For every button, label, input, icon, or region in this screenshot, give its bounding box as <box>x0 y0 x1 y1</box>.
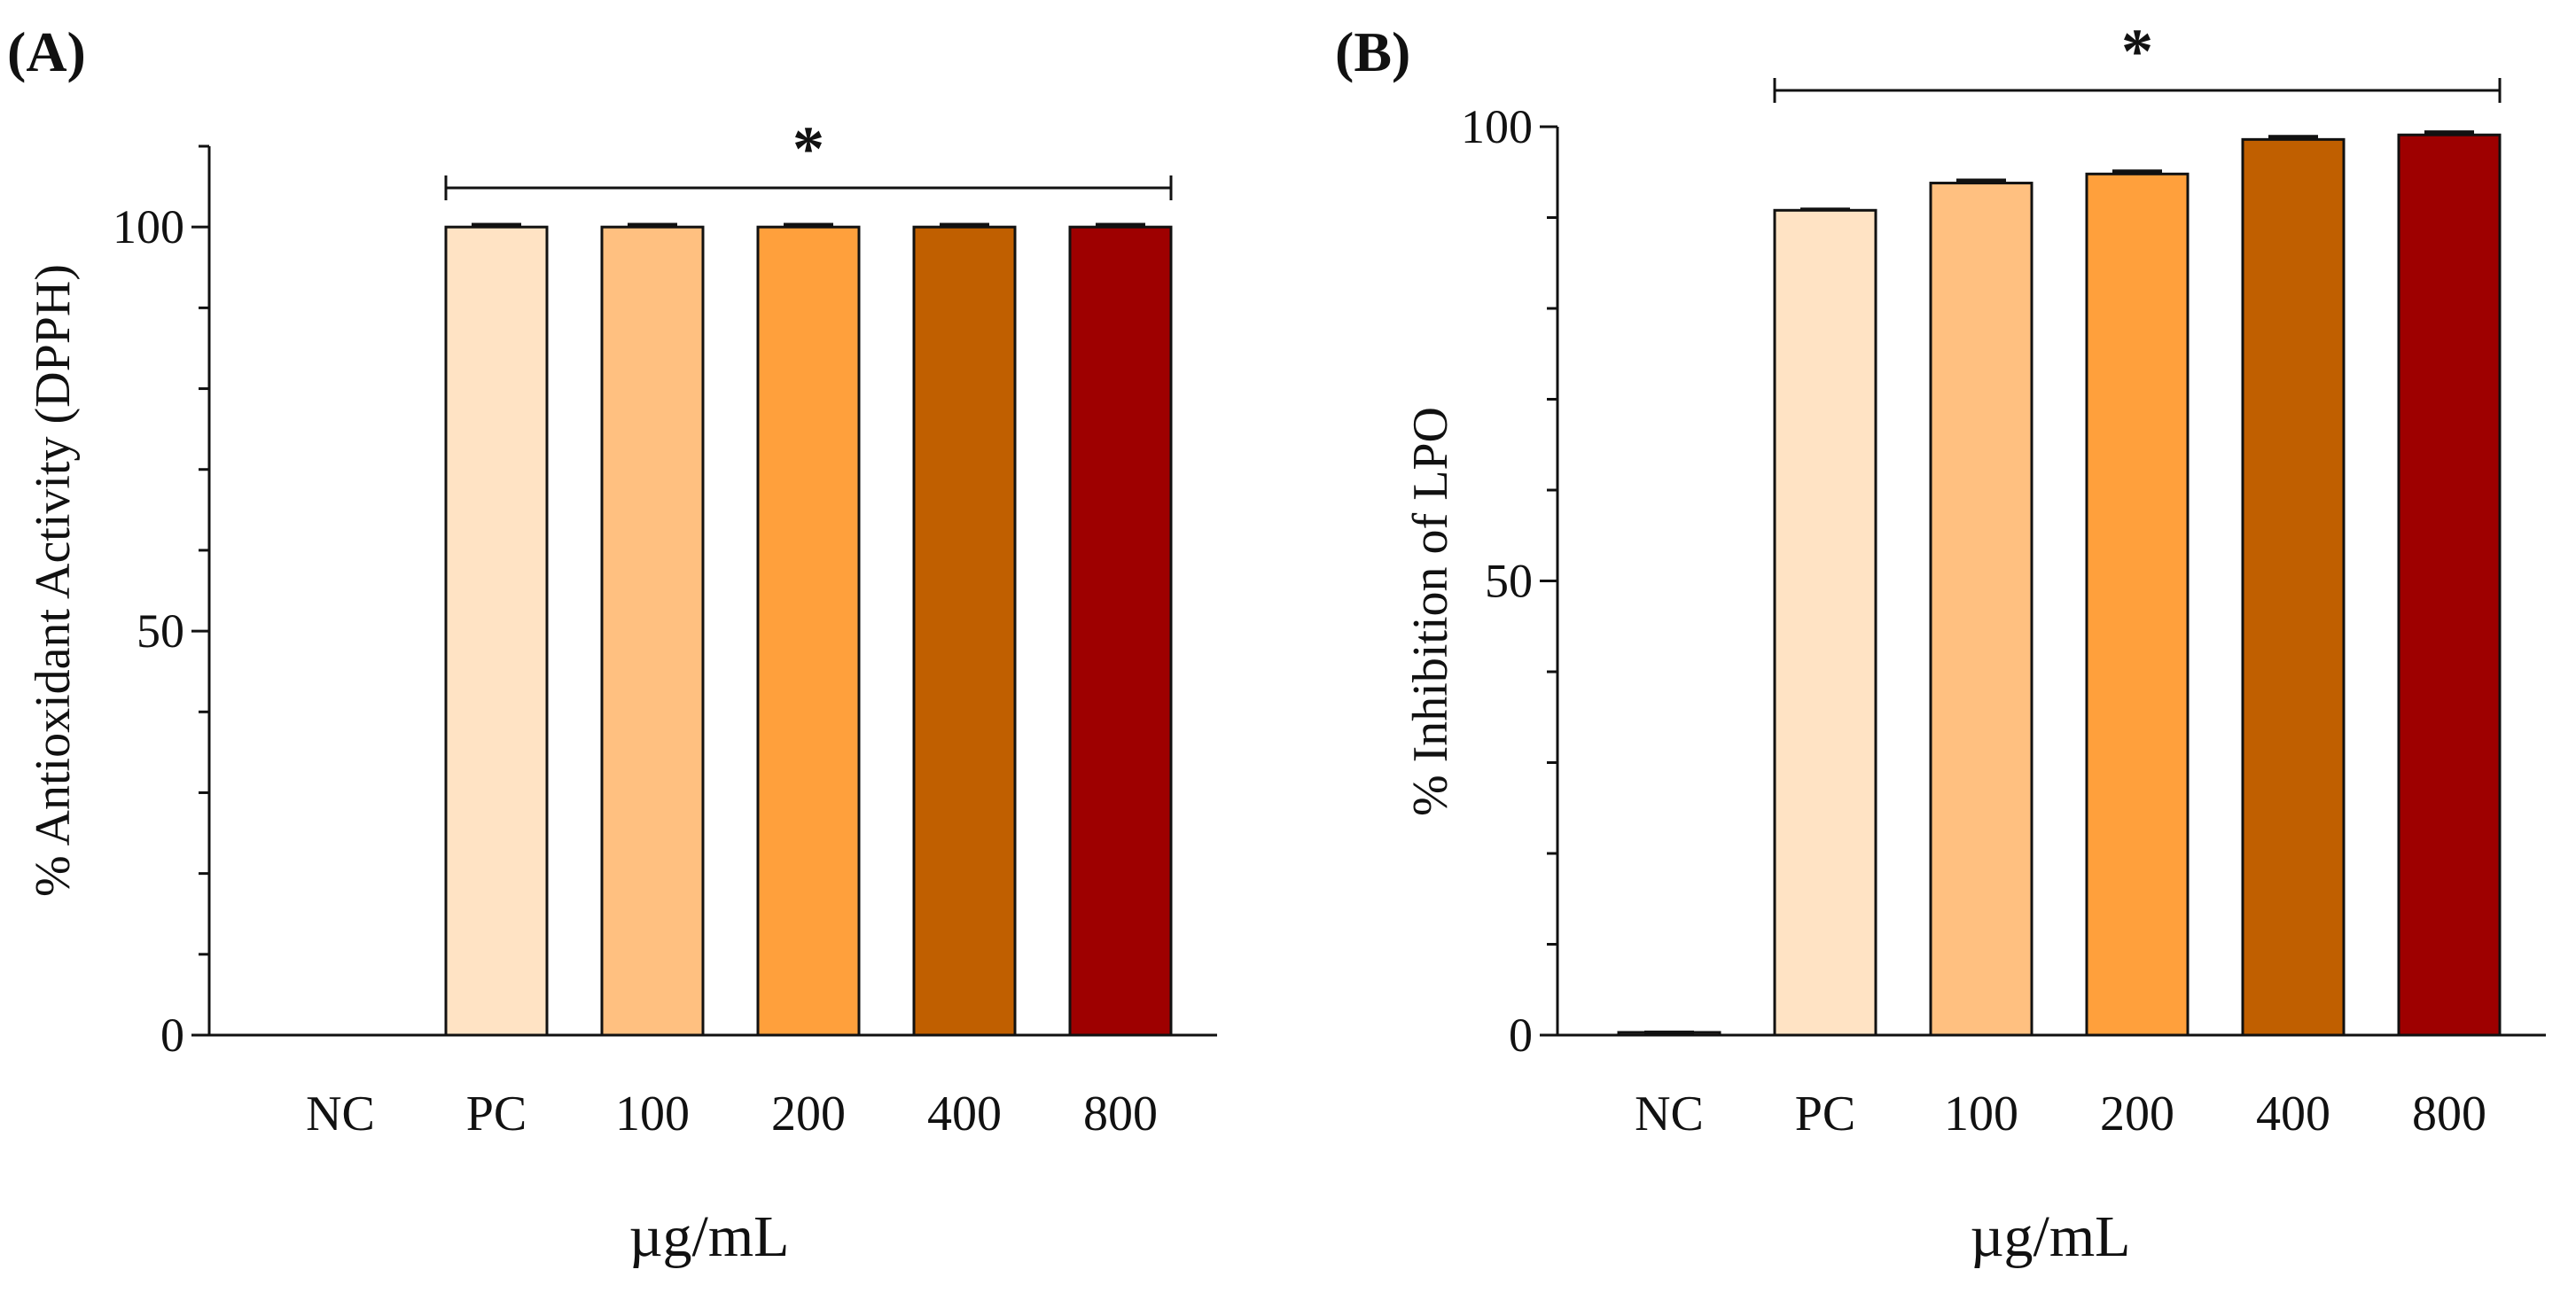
panel-a-axes <box>191 144 1217 1037</box>
panel-b-y-tick-label-100: 100 <box>1461 100 1533 153</box>
panel-b-y-tick-label-0: 0 <box>1509 1009 1533 1062</box>
panel-a-y-tick-label-50: 50 <box>137 604 184 658</box>
panel-a-letter: (A) <box>7 20 86 83</box>
panel-a-y-tick-label-0: 0 <box>160 1009 184 1062</box>
panel-b-bar-100 <box>1929 182 2033 1037</box>
panel-b-bar-200 <box>2085 172 2190 1037</box>
panel-b: (B) % Inhibition of LPO µg/mL 0 50 100 NC P… <box>1335 16 2546 1269</box>
panel-a-x-tick-label-NC: NC <box>306 1087 375 1141</box>
panel-a-x-axis-title: µg/mL <box>628 1204 789 1269</box>
panel-a: (A) % Antioxidant Activity (DPPH) µg/mL … <box>7 20 1217 1269</box>
panel-b-tick-labels: 0 50 100 <box>1461 100 1533 1062</box>
panel-b-bar-PC <box>1773 208 1877 1037</box>
panel-b-category-labels: NC PC 100 200 400 800 <box>1635 1087 2486 1141</box>
panel-b-bars <box>1617 130 2502 1037</box>
panel-b-x-tick-label-400: 400 <box>2256 1087 2330 1141</box>
panel-a-bar-100 <box>600 225 705 1037</box>
panel-a-bar-800 <box>1068 225 1173 1037</box>
panel-a-y-axis-title: % Antioxidant Activity (DPPH) <box>26 264 81 897</box>
panel-a-bars <box>444 222 1173 1037</box>
panel-b-x-tick-label-200: 200 <box>2100 1087 2174 1141</box>
panel-a-y-tick-label-100: 100 <box>113 200 184 253</box>
panel-b-y-axis-title: % Inhibition of LPO <box>1403 407 1458 816</box>
panel-b-x-tick-label-NC: NC <box>1635 1087 1704 1141</box>
panel-a-bar-400 <box>912 225 1017 1037</box>
panel-b-x-tick-label-PC: PC <box>1795 1087 1856 1141</box>
panel-a-significance-star: * <box>792 113 824 184</box>
panel-b-x-tick-label-800: 800 <box>2412 1087 2486 1141</box>
panel-a-x-tick-label-PC: PC <box>466 1087 527 1141</box>
panel-b-letter: (B) <box>1335 20 1410 83</box>
panel-a-significance: * <box>444 113 1173 200</box>
panel-a-x-tick-label-100: 100 <box>615 1087 690 1141</box>
panel-a-tick-labels: 0 50 100 <box>113 200 184 1062</box>
panel-a-x-tick-label-400: 400 <box>927 1087 1002 1141</box>
panel-b-axes <box>1540 125 2546 1037</box>
panel-b-bar-800 <box>2397 133 2502 1037</box>
panel-a-bar-200 <box>756 225 861 1037</box>
panel-b-x-tick-label-100: 100 <box>1944 1087 2018 1141</box>
panel-b-bar-400 <box>2241 137 2346 1037</box>
panel-b-significance-star: * <box>2121 16 2153 87</box>
panel-b-significance: * <box>1773 16 2502 103</box>
panel-a-category-labels: NC PC 100 200 400 800 <box>306 1087 1158 1141</box>
panel-b-x-axis-title: µg/mL <box>1970 1204 2130 1269</box>
panel-a-x-tick-label-800: 800 <box>1083 1087 1158 1141</box>
panel-a-x-tick-label-200: 200 <box>771 1087 846 1141</box>
panel-a-bar-PC <box>444 225 549 1037</box>
panel-b-y-tick-label-50: 50 <box>1485 555 1533 608</box>
